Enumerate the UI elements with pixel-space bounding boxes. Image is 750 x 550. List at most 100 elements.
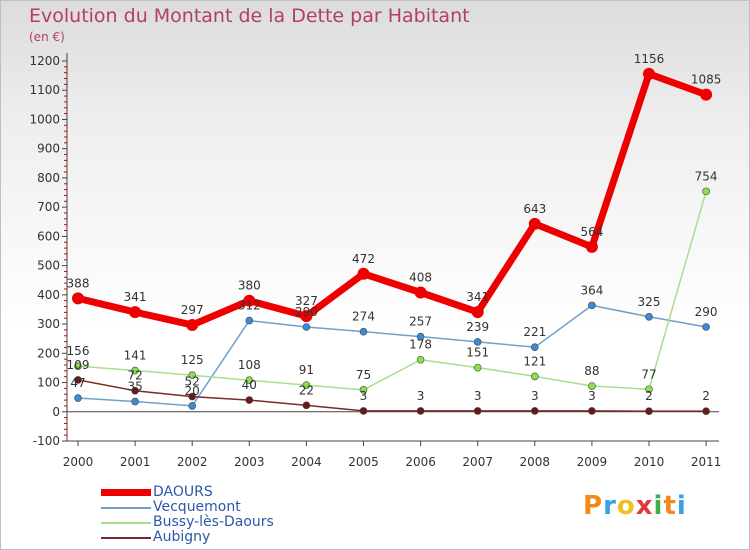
point-aubigny [245, 396, 254, 404]
x-tick-label: 2007 [462, 455, 493, 469]
data-label-daours: 1085 [691, 73, 722, 87]
y-tick-label: 500 [37, 259, 60, 273]
data-label-daours: 472 [352, 252, 375, 266]
y-tick-label: 800 [37, 171, 60, 185]
data-label-daours: 1156 [634, 52, 665, 66]
point-bussy-l-s-daours [416, 355, 425, 364]
data-label-daours: 388 [67, 276, 90, 290]
logo-letter: r [603, 491, 617, 521]
x-tick-label: 2006 [405, 455, 436, 469]
point-vecquemont [473, 338, 482, 346]
y-tick-label: 600 [37, 229, 60, 243]
legend: DAOURS Vecquemont Bussy-lès-Daours Aubigny [101, 485, 274, 545]
x-tick-label: 2009 [577, 455, 608, 469]
data-label-daours: 297 [181, 303, 204, 317]
axes: -100 0 100 200 300 400 500 600 700 800 900 1000 1100… [29, 53, 721, 469]
point-daours [643, 67, 655, 80]
x-tick-label: 2005 [348, 455, 379, 469]
data-label-bussy-l-s-daours: 178 [409, 338, 432, 352]
x-tick-label: 2010 [634, 455, 665, 469]
legend-swatch-aubigny [101, 536, 151, 539]
data-label-bussy-l-s-daours: 77 [641, 367, 656, 381]
point-vecquemont [702, 323, 710, 331]
legend-label-vecquemont: Vecquemont [153, 499, 241, 515]
point-vecquemont [530, 343, 539, 351]
series-line-daours [77, 70, 708, 329]
data-label-vecquemont: 364 [580, 283, 603, 297]
point-daours [300, 310, 313, 323]
legend-swatch-vecquemont [101, 506, 151, 509]
data-label-aubigny: 2 [645, 389, 653, 403]
data-label-bussy-l-s-daours: 108 [238, 358, 261, 372]
data-label-vecquemont: 47 [70, 376, 85, 390]
point-daours [186, 318, 199, 331]
y-tick-label: 1100 [29, 83, 60, 97]
legend-swatch-daours [101, 489, 151, 496]
y-tick-label: 700 [37, 200, 60, 214]
data-label-aubigny: 3 [531, 389, 539, 403]
data-label-daours: 341 [466, 290, 489, 304]
chart-title: Evolution du Montant de la Dette par Hab… [29, 5, 470, 27]
point-aubigny [131, 386, 139, 395]
point-vecquemont [416, 332, 425, 341]
logo-letter: i [676, 491, 687, 521]
data-label-bussy-l-s-daours: 754 [695, 169, 718, 183]
series-line-aubigny [77, 379, 707, 412]
point-aubigny [302, 401, 311, 410]
data-label-vecquemont: 274 [352, 310, 375, 324]
data-label-bussy-l-s-daours: 91 [299, 363, 314, 377]
data-label-vecquemont: 312 [238, 299, 261, 313]
x-tick-label: 2001 [120, 455, 151, 469]
point-bussy-l-s-daours [473, 363, 482, 372]
point-daours [243, 294, 256, 307]
chart-subtitle: (en €) [29, 30, 65, 44]
logo-letter: i [653, 491, 664, 521]
point-aubigny [359, 407, 368, 415]
data-label-daours: 380 [238, 279, 261, 293]
y-tick-label: 400 [37, 288, 60, 302]
data-label-vecquemont: 325 [638, 295, 661, 309]
data-label-vecquemont: 257 [409, 315, 432, 329]
point-bussy-l-s-daours [530, 372, 539, 381]
data-label-daours: 327 [295, 294, 318, 308]
point-aubigny [530, 407, 539, 415]
data-label-bussy-l-s-daours: 151 [466, 346, 489, 360]
data-label-bussy-l-s-daours: 88 [584, 364, 599, 378]
point-aubigny [188, 392, 196, 401]
y-tick-label: 300 [37, 317, 60, 331]
data-label-daours: 643 [523, 202, 546, 216]
data-label-vecquemont: 239 [466, 320, 489, 334]
legend-item-daours: DAOURS [101, 485, 274, 500]
series-line-vecquemont [77, 304, 707, 407]
point-aubigny [645, 407, 653, 415]
legend-swatch-bussy-l-s-daours [101, 521, 151, 524]
point-daours [129, 306, 142, 319]
data-label-aubigny: 22 [299, 383, 314, 397]
point-bussy-l-s-daours [131, 366, 139, 375]
data-label-aubigny: 3 [474, 389, 482, 403]
data-label-daours: 564 [580, 225, 603, 239]
point-vecquemont [645, 312, 653, 321]
proxiti-logo: Proxiti [583, 491, 687, 521]
x-tick-label: 2004 [291, 455, 322, 469]
point-daours [585, 240, 598, 253]
x-tick-label: 2002 [177, 455, 208, 469]
data-label-aubigny: 52 [185, 375, 200, 389]
point-vecquemont [588, 301, 596, 310]
data-label-aubigny: 40 [242, 378, 257, 392]
data-label-vecquemont: 221 [523, 325, 546, 339]
point-aubigny [416, 407, 425, 415]
data-label-aubigny: 3 [417, 389, 425, 403]
point-aubigny [702, 407, 710, 415]
point-daours [414, 286, 427, 299]
point-bussy-l-s-daours [588, 382, 596, 390]
data-label-bussy-l-s-daours: 75 [356, 368, 371, 382]
point-aubigny [588, 407, 596, 415]
point-bussy-l-s-daours [359, 386, 368, 394]
y-tick-label: -100 [33, 434, 60, 448]
data-label-bussy-l-s-daours: 141 [124, 349, 147, 363]
point-daours [72, 292, 84, 305]
point-vecquemont [302, 323, 311, 331]
data-label-daours: 341 [124, 290, 147, 304]
